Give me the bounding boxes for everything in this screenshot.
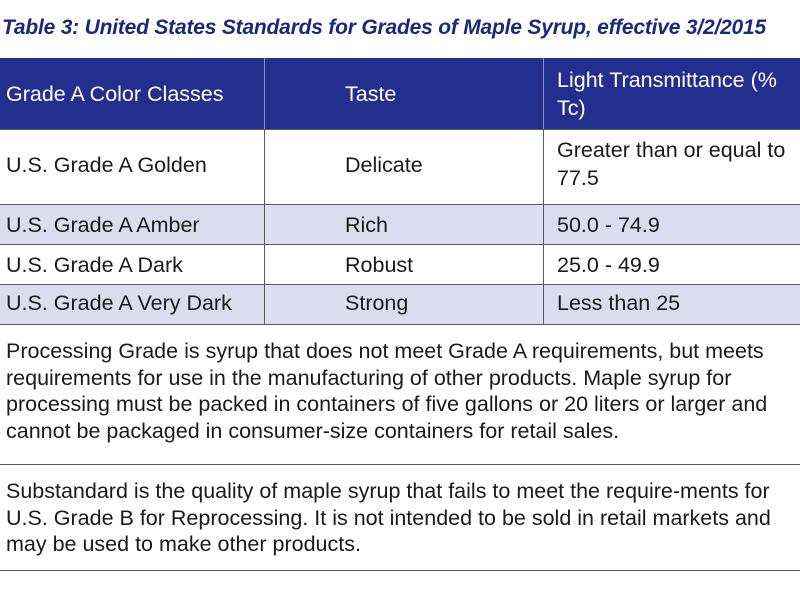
transmittance-cell: Greater than or equal to 77.5 (557, 138, 786, 190)
table-row: U.S. Grade A Amber Rich 50.0 - 74.9 (0, 205, 800, 245)
column-header-light-transmittance: Light Transmittance (% Tc) (557, 68, 777, 120)
table-row: U.S. Grade A Very Dark Strong Less than … (0, 285, 800, 325)
taste-cell: Strong (265, 285, 544, 324)
divider (0, 464, 800, 465)
table-header-row: Grade A Color Classes Taste Light Transm… (0, 58, 800, 130)
transmittance-cell: 50.0 - 74.9 (557, 213, 660, 237)
column-header-color-class: Grade A Color Classes (0, 58, 265, 129)
grade-cell: U.S. Grade A Amber (0, 205, 265, 244)
substandard-text: is the quality of maple syrup that fails… (6, 479, 771, 556)
grade-cell: U.S. Grade A Very Dark (0, 285, 265, 324)
processing-grade-term: Processing Grade (6, 339, 179, 363)
grade-cell: U.S. Grade A Golden (0, 130, 265, 204)
taste-cell: Delicate (265, 130, 544, 204)
transmittance-cell: 25.0 - 49.9 (557, 253, 660, 277)
substandard-term: Substandard (6, 479, 128, 503)
processing-grade-note: Processing Grade is syrup that does not … (0, 338, 800, 444)
maple-syrup-grades-table: Grade A Color Classes Taste Light Transm… (0, 58, 800, 325)
taste-cell: Robust (265, 245, 544, 284)
transmittance-cell: Less than 25 (557, 291, 681, 315)
grade-cell: U.S. Grade A Dark (0, 245, 265, 284)
table-row: U.S. Grade A Dark Robust 25.0 - 49.9 (0, 245, 800, 285)
column-header-taste: Taste (265, 58, 544, 129)
taste-cell: Rich (265, 205, 544, 244)
table-row: U.S. Grade A Golden Delicate Greater tha… (0, 130, 800, 205)
processing-grade-text: is syrup that does not meet Grade A requ… (6, 339, 768, 443)
divider (0, 570, 800, 571)
substandard-note: Substandard is the quality of maple syru… (0, 478, 800, 558)
table-caption: Table 3: United States Standards for Gra… (2, 16, 766, 39)
